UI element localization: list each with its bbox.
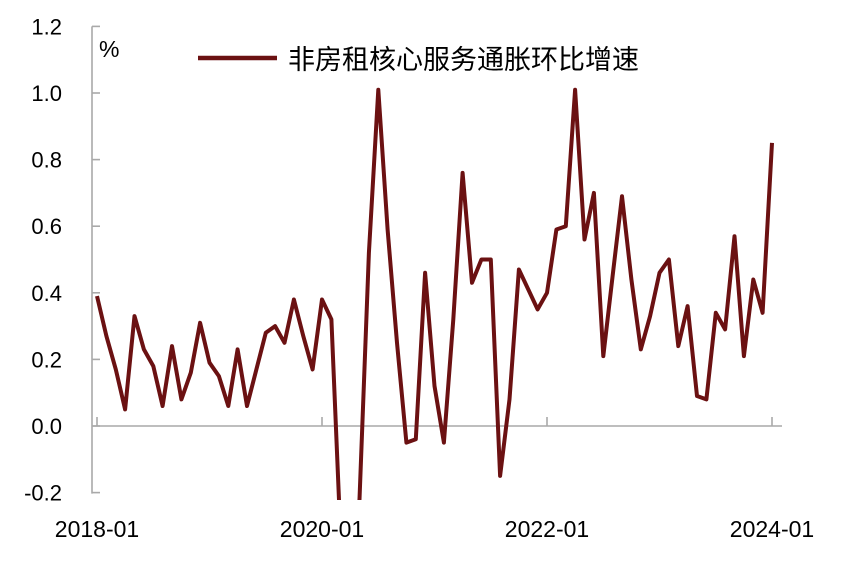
y-tick-label: 0.0 [31, 414, 62, 439]
y-tick-label: -0.2 [24, 481, 62, 506]
y-tick-label: 0.2 [31, 347, 62, 372]
x-tick-label: 2018-01 [55, 516, 139, 542]
y-tick-label: 0.8 [31, 148, 62, 173]
series-line [95, 87, 774, 500]
series-layer [95, 87, 774, 500]
x-tick-label: 2020-01 [280, 516, 364, 542]
y-tick-label: 0.4 [31, 281, 62, 306]
x-tick-label: 2022-01 [505, 516, 589, 542]
legend-label: 非房租核心服务通胀环比增速 [288, 45, 639, 75]
axes: 1.2 1.0 0.8 0.6 0.4 0.2 0.0 -0.2 2018-01 2020-01 2… [24, 14, 814, 542]
y-tick-label: 1.2 [31, 14, 62, 39]
y-tick-label: 1.0 [31, 81, 62, 106]
legend: 非房租核心服务通胀环比增速 [198, 45, 639, 75]
y-tick-label: 0.6 [31, 214, 62, 239]
x-tick-label: 2024-01 [730, 516, 814, 542]
y-axis-unit-label: % [99, 36, 119, 62]
